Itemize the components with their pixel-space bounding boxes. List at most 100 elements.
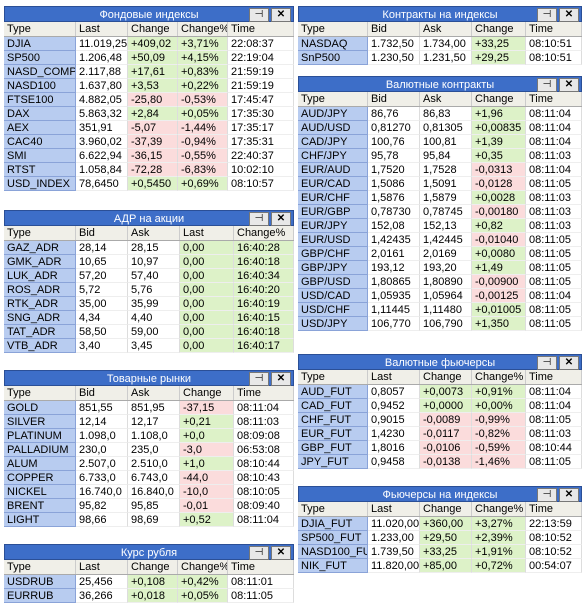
column-header[interactable]: Time xyxy=(526,370,582,384)
column-header[interactable]: Type xyxy=(4,22,76,36)
close-icon[interactable]: ✕ xyxy=(559,488,579,502)
table-row[interactable]: AUD_FUT 0,8057 +0,0073 +0,91% 08:11:04 xyxy=(298,385,582,399)
column-header[interactable]: Bid xyxy=(76,226,128,240)
table-row[interactable]: CAC40 3.960,02 -37,39 -0,94% 17:35:31 xyxy=(4,135,294,149)
close-icon[interactable]: ✕ xyxy=(271,546,291,560)
table-row[interactable]: DAX 5.863,32 +2,84 +0,05% 17:35:30 xyxy=(4,107,294,121)
pin-icon[interactable]: ⊣ xyxy=(249,8,269,22)
table-row[interactable]: NASD100 1.637,80 +3,53 +0,22% 21:59:19 xyxy=(4,79,294,93)
table-row[interactable]: PALLADIUM 230,0 235,0 -3,0 06:53:08 xyxy=(4,443,294,457)
column-header[interactable]: Ask xyxy=(128,226,180,240)
table-row[interactable]: SnP500 1.230,50 1.231,50 +29,25 08:10:51 xyxy=(298,51,582,65)
table-row[interactable]: EUR/JPY 152,08 152,13 +0,82 08:11:03 xyxy=(298,219,582,233)
table-row[interactable]: GBP_FUT 1,8016 -0,0106 -0,59% 08:10:44 xyxy=(298,441,582,455)
table-row[interactable]: EUR/CHF 1,5876 1,5879 +0,0028 08:11:03 xyxy=(298,191,582,205)
column-header[interactable]: Change xyxy=(180,386,234,400)
table-row[interactable]: CHF/JPY 95,78 95,84 +0,35 08:11:03 xyxy=(298,149,582,163)
pin-icon[interactable]: ⊣ xyxy=(249,546,269,560)
table-row[interactable]: DJIA_FUT 11.020,00 +360,00 +3,27% 22:13:59 xyxy=(298,517,582,531)
table-row[interactable]: SNG_ADR 4,34 4,40 0,00 16:40:15 xyxy=(4,311,294,325)
table-row[interactable]: USDRUB 25,456 +0,108 +0,42% 08:11:01 xyxy=(4,575,294,589)
table-row[interactable]: AEX 351,91 -5,07 -1,44% 17:35:17 xyxy=(4,121,294,135)
table-row[interactable]: PLATINUM 1.098,0 1.108,0 +0,0 08:09:08 xyxy=(4,429,294,443)
table-row[interactable]: BRENT 95,82 95,85 -0,01 08:09:40 xyxy=(4,499,294,513)
table-row[interactable]: EUR/USD 1,42435 1,42445 -0,01040 08:11:05 xyxy=(298,233,582,247)
close-icon[interactable]: ✕ xyxy=(559,356,579,370)
table-row[interactable]: RTK_ADR 35,00 35,99 0,00 16:40:19 xyxy=(4,297,294,311)
table-row[interactable]: ROS_ADR 5,72 5,76 0,00 16:40:20 xyxy=(4,283,294,297)
column-header[interactable]: Bid xyxy=(76,386,128,400)
column-header[interactable]: Type xyxy=(4,560,76,574)
table-row[interactable]: GBP/JPY 193,12 193,20 +1,49 08:11:05 xyxy=(298,261,582,275)
column-header[interactable]: Time xyxy=(526,92,582,106)
column-header[interactable]: Last xyxy=(76,560,128,574)
table-row[interactable]: USD/JPY 106,770 106,790 +1,350 08:11:05 xyxy=(298,317,582,331)
table-row[interactable]: SP500_FUT 1.233,00 +29,50 +2,39% 08:10:52 xyxy=(298,531,582,545)
column-header[interactable]: Ask xyxy=(420,22,472,36)
column-header[interactable]: Last xyxy=(368,370,420,384)
table-row[interactable]: EUR/GBP 0,78730 0,78745 -0,00180 08:11:03 xyxy=(298,205,582,219)
column-header[interactable]: Change% xyxy=(472,370,526,384)
table-row[interactable]: NASD_COMP 2.117,88 +17,61 +0,83% 21:59:19 xyxy=(4,65,294,79)
table-row[interactable]: GBP/CHF 2,0161 2,0169 +0,0080 08:11:05 xyxy=(298,247,582,261)
table-row[interactable]: SMI 6.622,94 -36,15 -0,55% 22:40:37 xyxy=(4,149,294,163)
column-header[interactable]: Change xyxy=(472,22,526,36)
column-header[interactable]: Last xyxy=(76,22,128,36)
column-header[interactable]: Change% xyxy=(234,226,294,240)
column-header[interactable]: Change% xyxy=(472,502,526,516)
table-row[interactable]: CAD_FUT 0,9452 +0,0000 +0,00% 08:11:04 xyxy=(298,399,582,413)
table-row[interactable]: SILVER 12,14 12,17 +0,21 08:11:03 xyxy=(4,415,294,429)
pin-icon[interactable]: ⊣ xyxy=(249,372,269,386)
table-row[interactable]: GAZ_ADR 28,14 28,15 0,00 16:40:28 xyxy=(4,241,294,255)
column-header[interactable]: Last xyxy=(368,502,420,516)
close-icon[interactable]: ✕ xyxy=(271,8,291,22)
column-header[interactable]: Bid xyxy=(368,92,420,106)
table-row[interactable]: GMK_ADR 10,65 10,97 0,00 16:40:18 xyxy=(4,255,294,269)
table-row[interactable]: GOLD 851,55 851,95 -37,15 08:11:04 xyxy=(4,401,294,415)
column-header[interactable]: Change xyxy=(128,22,178,36)
table-row[interactable]: USD_INDEX 78,6450 +0,5450 +0,69% 08:10:57 xyxy=(4,177,294,191)
table-row[interactable]: CAD/JPY 100,76 100,81 +1,39 08:11:04 xyxy=(298,135,582,149)
table-row[interactable]: COPPER 6.733,0 6.743,0 -44,0 08:10:43 xyxy=(4,471,294,485)
table-row[interactable]: USD/CHF 1,11445 1,11480 +0,01005 08:11:05 xyxy=(298,303,582,317)
column-header[interactable]: Type xyxy=(298,502,368,516)
column-header[interactable]: Type xyxy=(298,92,368,106)
column-header[interactable]: Type xyxy=(4,226,76,240)
column-header[interactable]: Time xyxy=(228,22,294,36)
table-row[interactable]: EUR_FUT 1,4230 -0,0117 -0,82% 08:11:03 xyxy=(298,427,582,441)
table-row[interactable]: EUR/CAD 1,5086 1,5091 -0,0128 08:11:05 xyxy=(298,177,582,191)
column-header[interactable]: Time xyxy=(234,386,294,400)
column-header[interactable]: Bid xyxy=(368,22,420,36)
table-row[interactable]: DJIA 11.019,25 +409,02 +3,71% 22:08:37 xyxy=(4,37,294,51)
column-header[interactable]: Type xyxy=(4,386,76,400)
column-header[interactable]: Change% xyxy=(178,22,228,36)
close-icon[interactable]: ✕ xyxy=(271,212,291,226)
table-row[interactable]: AUD/JPY 86,76 86,83 +1,96 08:11:04 xyxy=(298,107,582,121)
column-header[interactable]: Change xyxy=(128,560,178,574)
pin-icon[interactable]: ⊣ xyxy=(537,8,557,22)
table-row[interactable]: FTSE100 4.882,05 -25,80 -0,53% 17:45:47 xyxy=(4,93,294,107)
table-row[interactable]: EUR/AUD 1,7520 1,7528 -0,0313 08:11:04 xyxy=(298,163,582,177)
table-row[interactable]: CHF_FUT 0,9015 -0,0089 -0,99% 08:11:05 xyxy=(298,413,582,427)
column-header[interactable]: Change xyxy=(472,92,526,106)
close-icon[interactable]: ✕ xyxy=(271,372,291,386)
table-row[interactable]: USD/CAD 1,05935 1,05964 -0,00125 08:11:04 xyxy=(298,289,582,303)
column-header[interactable]: Type xyxy=(298,370,368,384)
pin-icon[interactable]: ⊣ xyxy=(249,212,269,226)
column-header[interactable]: Ask xyxy=(128,386,180,400)
table-row[interactable]: TAT_ADR 58,50 59,00 0,00 16:40:18 xyxy=(4,325,294,339)
table-row[interactable]: JPY_FUT 0,9458 -0,0138 -1,46% 08:11:05 xyxy=(298,455,582,469)
pin-icon[interactable]: ⊣ xyxy=(537,356,557,370)
column-header[interactable]: Type xyxy=(298,22,368,36)
table-row[interactable]: RTST 1.058,84 -72,28 -6,83% 10:02:10 xyxy=(4,163,294,177)
pin-icon[interactable]: ⊣ xyxy=(537,488,557,502)
table-row[interactable]: SP500 1.206,48 +50,09 +4,15% 22:19:04 xyxy=(4,51,294,65)
table-row[interactable]: LUK_ADR 57,20 57,40 0,00 16:40:34 xyxy=(4,269,294,283)
table-row[interactable]: VTB_ADR 3,40 3,45 0,00 16:40:17 xyxy=(4,339,294,353)
table-row[interactable]: GBP/USD 1,80865 1,80890 -0,00900 08:11:05 xyxy=(298,275,582,289)
column-header[interactable]: Change xyxy=(420,370,472,384)
column-header[interactable]: Time xyxy=(526,22,582,36)
table-row[interactable]: NASDAQ 1.732,50 1.734,00 +33,25 08:10:51 xyxy=(298,37,582,51)
table-row[interactable]: AUD/USD 0,81270 0,81305 +0,00835 08:11:04 xyxy=(298,121,582,135)
